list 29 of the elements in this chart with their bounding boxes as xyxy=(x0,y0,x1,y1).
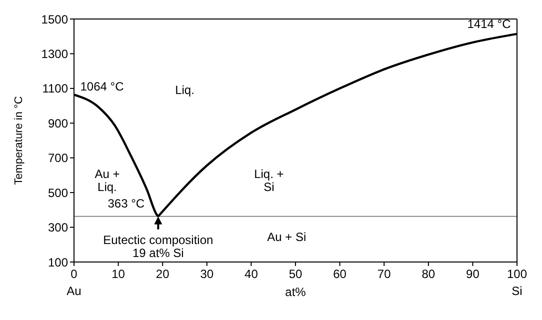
x-axis-title: at% xyxy=(285,285,306,299)
x-tick-label: 0 Au xyxy=(66,267,82,298)
x-tick-label: 40 xyxy=(244,267,258,281)
x-tick-label: 90 xyxy=(466,267,480,281)
y-tick-label: 300 xyxy=(48,220,68,235)
y-tick-label: 900 xyxy=(48,116,68,130)
y-tick-label: 1100 xyxy=(42,82,68,96)
y-tick-label: 500 xyxy=(48,186,68,200)
y-tick-label: 1300 xyxy=(41,46,68,61)
x-tick-label: 50 xyxy=(288,267,302,281)
y-tick-label: 700 xyxy=(48,151,68,166)
annotation: Eutectic composition 19 at% Si xyxy=(103,232,214,260)
x-tick-label: 70 xyxy=(377,267,392,281)
annotation: 1064 °C xyxy=(80,80,124,94)
annotation: Liq. xyxy=(175,83,194,98)
x-tick-label: 60 xyxy=(333,267,347,281)
y-tick-label: 1500 xyxy=(41,12,68,26)
annotation: 1414 °C xyxy=(467,16,512,31)
annotation: Au + Liq. xyxy=(94,166,120,194)
x-tick-label: 10 xyxy=(112,267,126,281)
x-tick-label: 100 Si xyxy=(506,267,528,298)
annotation: Au + Si xyxy=(267,230,306,244)
x-tick-label: 30 xyxy=(200,267,214,281)
y-axis-title: Temperature in °C xyxy=(12,96,25,185)
x-tick-label: 20 xyxy=(156,267,170,281)
annotation: Liq. + Si xyxy=(254,166,284,194)
annotation: 363 °C xyxy=(108,196,145,210)
y-tick-label: 100 xyxy=(48,255,68,270)
x-tick-label: 80 xyxy=(422,267,436,281)
